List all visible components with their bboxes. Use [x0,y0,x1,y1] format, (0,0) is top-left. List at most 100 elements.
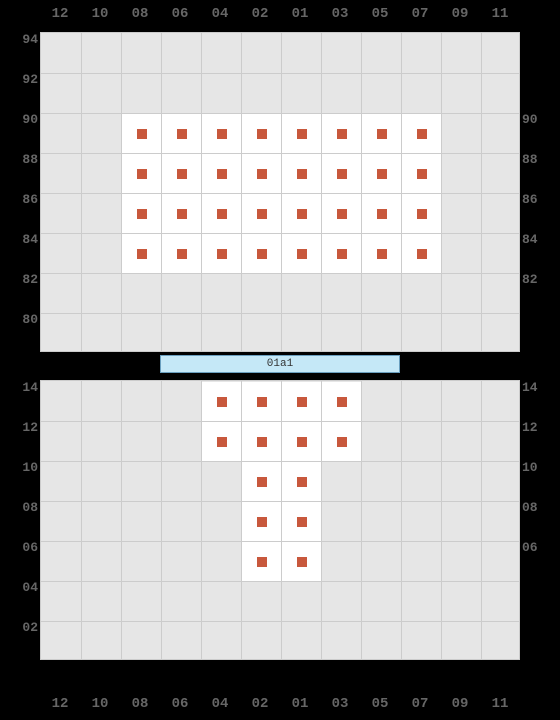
slot-marker-icon [377,169,387,179]
row-label: 04 [8,568,38,608]
row-label: 08 [522,488,552,528]
slot-marker-icon [337,397,347,407]
slot-marker-icon [257,169,267,179]
rack-slot[interactable] [402,194,441,233]
rack-slot[interactable] [362,114,401,153]
column-label: 05 [360,696,400,712]
row-label: 06 [8,528,38,568]
column-label: 11 [480,6,520,22]
row-label: 82 [8,260,38,300]
slot-marker-icon [377,209,387,219]
rack-slot[interactable] [282,382,321,421]
slot-marker-icon [217,129,227,139]
slot-marker-icon [257,517,267,527]
rack-slot[interactable] [242,462,281,501]
rack-slot[interactable] [322,194,361,233]
rack-slot[interactable] [122,154,161,193]
rack-slot[interactable] [202,422,241,461]
rack-slot[interactable] [362,234,401,273]
slot-marker-icon [257,397,267,407]
slot-marker-icon [257,437,267,447]
rack-slot[interactable] [282,462,321,501]
slot-marker-icon [297,169,307,179]
row-label: 90 [8,100,38,140]
column-label: 09 [440,696,480,712]
rack-slot[interactable] [162,154,201,193]
rack-slot[interactable] [242,114,281,153]
rack-slot[interactable] [242,234,281,273]
rack-slot[interactable] [322,114,361,153]
column-label: 09 [440,6,480,22]
column-label: 06 [160,696,200,712]
column-label: 04 [200,696,240,712]
rack-slot[interactable] [242,382,281,421]
rack-slot[interactable] [202,234,241,273]
rack-slot[interactable] [202,194,241,233]
rack-slot[interactable] [282,422,321,461]
slot-marker-icon [217,169,227,179]
rack-slot[interactable] [402,154,441,193]
column-label: 05 [360,6,400,22]
rack-diagram: 121008060402010305070911 949290888684828… [0,0,560,720]
rack-slot[interactable] [242,422,281,461]
column-labels-top: 121008060402010305070911 [0,6,560,22]
slot-marker-icon [177,249,187,259]
slot-marker-icon [257,249,267,259]
rack-slot[interactable] [122,114,161,153]
rack-slot[interactable] [282,502,321,541]
column-label: 01 [280,696,320,712]
rack-slot[interactable] [282,114,321,153]
rack-slot[interactable] [162,194,201,233]
slot-marker-icon [297,517,307,527]
slot-marker-icon [177,209,187,219]
grid-bottom [40,380,520,660]
row-label: 84 [8,220,38,260]
rack-slot[interactable] [282,542,321,581]
rack-slot[interactable] [162,234,201,273]
rack-slot[interactable] [162,114,201,153]
slot-marker-icon [257,129,267,139]
column-label: 06 [160,6,200,22]
rack-slot[interactable] [242,154,281,193]
rack-slot[interactable] [202,382,241,421]
rack-slot[interactable] [282,154,321,193]
rack-slot[interactable] [322,234,361,273]
rack-slot[interactable] [322,382,361,421]
rack-slot[interactable] [122,194,161,233]
rack-slot[interactable] [402,234,441,273]
rack-slot[interactable] [242,502,281,541]
rack-slot[interactable] [322,422,361,461]
rack-slot[interactable] [362,194,401,233]
grid-top [40,32,520,352]
rack-slot[interactable] [242,542,281,581]
slot-marker-icon [297,437,307,447]
column-label: 07 [400,696,440,712]
slot-marker-icon [217,209,227,219]
rack-slot[interactable] [282,234,321,273]
row-label: 80 [8,300,38,340]
slot-marker-icon [217,397,227,407]
rack-slot[interactable] [322,154,361,193]
rack-slot[interactable] [202,114,241,153]
row-label: 92 [8,60,38,100]
slot-marker-icon [297,129,307,139]
rack-slot[interactable] [202,154,241,193]
rack-slot[interactable] [282,194,321,233]
row-label: 94 [8,20,38,60]
slot-marker-icon [257,209,267,219]
section-label-bar: 01a1 [160,355,400,373]
rack-slot[interactable] [362,154,401,193]
row-label: 82 [522,260,552,300]
slot-marker-icon [217,249,227,259]
slot-marker-icon [177,169,187,179]
slot-marker-icon [297,249,307,259]
slot-marker-icon [297,209,307,219]
rack-slot[interactable] [242,194,281,233]
rack-slot[interactable] [122,234,161,273]
column-label: 12 [40,696,80,712]
column-label: 04 [200,6,240,22]
row-label: 86 [522,180,552,220]
slot-marker-icon [337,129,347,139]
slot-marker-icon [257,557,267,567]
rack-slot[interactable] [402,114,441,153]
